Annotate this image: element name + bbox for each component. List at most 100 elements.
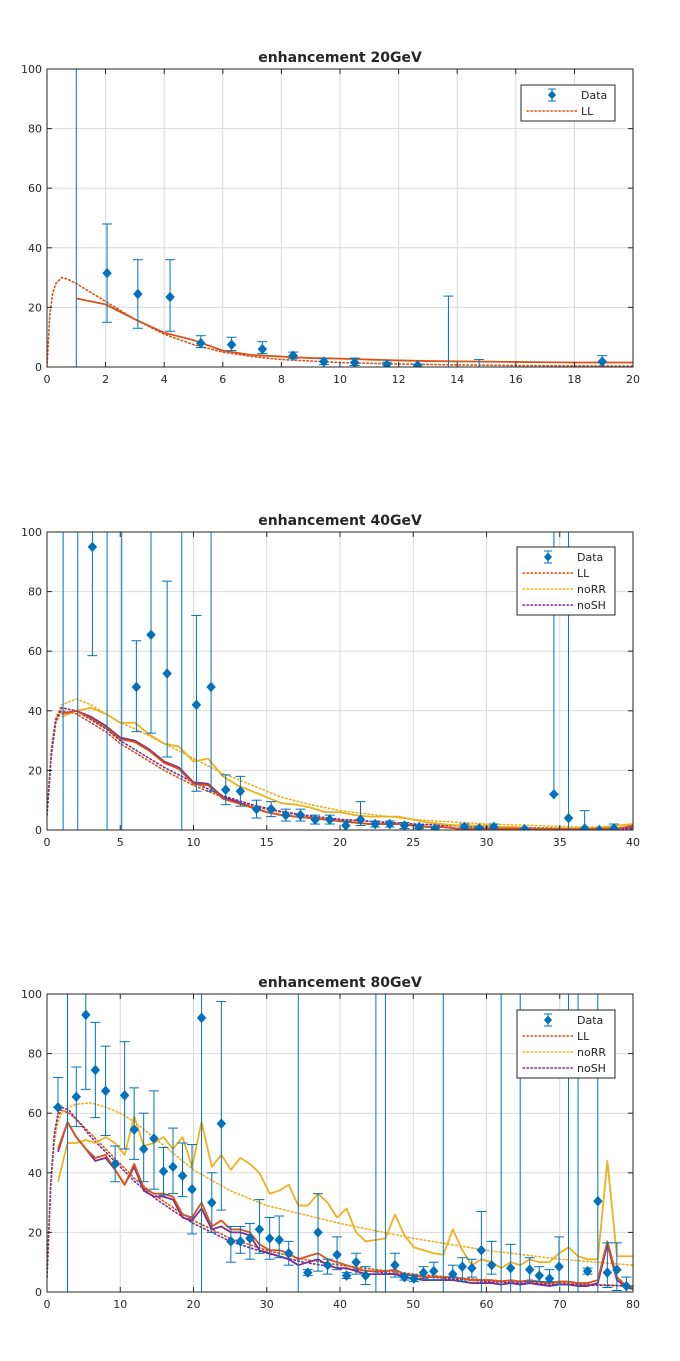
- legend-box: [516, 1009, 616, 1079]
- legend-label-data: Data: [577, 1014, 603, 1027]
- data-point: [245, 1233, 255, 1244]
- data-point: [322, 1259, 333, 1271]
- x-tick-label: 70: [553, 1298, 567, 1311]
- x-tick-label: 6: [219, 373, 226, 386]
- plot-panel-40gev: 0 5 10 15 20 25 30 35 40 0 20 40 60 80 100 enhancement …: [21, 513, 640, 849]
- y-tick-label: 60: [28, 182, 42, 195]
- data-point: [390, 1259, 400, 1271]
- legend-box: [516, 546, 616, 616]
- data-point: [310, 814, 320, 825]
- x-tick-label: 50: [406, 1298, 420, 1311]
- data-point: [351, 1256, 361, 1268]
- data-point: [360, 1270, 371, 1281]
- x-tick-label: 10: [113, 1298, 127, 1311]
- data-point: [457, 1261, 468, 1272]
- data-point: [341, 820, 351, 830]
- y-tick-label: 0: [35, 1286, 42, 1299]
- x-tick-label: 2: [102, 373, 109, 386]
- x-tick-label: 0: [44, 373, 51, 386]
- data-point: [602, 1267, 613, 1278]
- x-tick-label: 14: [450, 373, 464, 386]
- data-point: [281, 809, 291, 821]
- data-point: [295, 809, 306, 821]
- legend-label-norr: noRR: [577, 583, 606, 596]
- data-point: [418, 1267, 429, 1278]
- legend-label-norr: noRR: [577, 1046, 606, 1059]
- chart-title: enhancement 40GeV: [258, 513, 422, 529]
- data-point: [382, 359, 392, 367]
- series-line-ll-dotted: [47, 1109, 633, 1287]
- data-point: [474, 823, 484, 830]
- data-point: [549, 788, 559, 800]
- chart-title: enhancement 20GeV: [258, 50, 422, 66]
- legend-label-nosh: noSH: [577, 599, 606, 612]
- data-point: [409, 1273, 419, 1284]
- y-tick-label: 0: [35, 824, 42, 837]
- series-group: [47, 994, 633, 1292]
- data-point: [505, 1262, 516, 1274]
- x-tick-label: 20: [187, 1298, 201, 1311]
- data-point: [544, 1273, 555, 1284]
- x-tick-label: 80: [626, 1298, 640, 1311]
- data-point: [412, 360, 423, 367]
- data-point: [489, 821, 499, 830]
- data-point: [459, 821, 470, 830]
- y-tick-label: 60: [28, 1107, 42, 1120]
- data-point: [349, 357, 360, 367]
- x-tick-label: 0: [44, 1298, 51, 1311]
- y-tick-label: 60: [28, 645, 42, 658]
- x-tick-label: 30: [260, 1298, 274, 1311]
- y-tick-label: 0: [35, 361, 42, 374]
- x-tick-label: 35: [553, 836, 567, 849]
- x-tick-label: 8: [278, 373, 285, 386]
- data-point: [429, 1265, 439, 1277]
- data-point: [332, 1249, 342, 1260]
- data-point: [196, 337, 206, 349]
- data-point: [102, 267, 112, 279]
- plot-panel-80gev: 0 10 20 30 40 50 60 70 80 0 20 40 60 80 100 enhancement…: [21, 975, 640, 1311]
- data-point: [399, 820, 410, 830]
- data-point: [264, 1233, 275, 1244]
- series-line-norr-dotted: [47, 698, 633, 829]
- data-point: [138, 1143, 149, 1155]
- data-point: [206, 681, 216, 693]
- data-point: [319, 356, 329, 367]
- data-point: [226, 339, 237, 350]
- data-point: [251, 803, 262, 815]
- data-point: [303, 1267, 313, 1278]
- data-point: [187, 1183, 197, 1195]
- data-point: [119, 1090, 130, 1101]
- data-point: [563, 812, 574, 824]
- legend: Data LL: [520, 84, 616, 122]
- data-point: [162, 668, 172, 679]
- legend-label-data: Data: [577, 551, 603, 564]
- series-group: [47, 69, 633, 367]
- data-point: [486, 1259, 497, 1271]
- series-line-norr-dotted: [47, 1101, 633, 1278]
- data-point: [235, 786, 246, 797]
- data-point: [235, 1236, 246, 1247]
- data-point: [165, 291, 175, 303]
- data-point: [582, 1265, 593, 1277]
- data-point: [594, 824, 605, 830]
- x-tick-label: 4: [161, 373, 168, 386]
- data-point: [207, 1197, 217, 1208]
- data-point: [609, 823, 619, 830]
- data-point: [288, 350, 298, 361]
- legend-swatch-data-marker: [543, 1015, 553, 1025]
- data-point: [216, 1118, 227, 1129]
- x-tick-label: 40: [626, 836, 640, 849]
- legend-swatch-data-marker: [543, 552, 553, 562]
- data-point: [370, 818, 380, 830]
- legend-label-nosh: noSH: [577, 1062, 606, 1075]
- x-tick-label: 12: [392, 373, 406, 386]
- data-point: [554, 1261, 564, 1272]
- y-tick-label: 100: [21, 988, 42, 1001]
- legend-label-data: Data: [581, 89, 607, 102]
- y-tick-label: 80: [28, 123, 42, 136]
- y-tick-label: 80: [28, 1048, 42, 1061]
- series-line-nosh-dotted: [47, 706, 633, 830]
- series-line-ll-dotted: [47, 709, 633, 830]
- plot-panel-20gev: 0 2 4 6 8 10 12 14 16 18 20 0 20 40 60 80 100 enhancement…: [21, 50, 640, 386]
- data-point: [90, 1064, 101, 1076]
